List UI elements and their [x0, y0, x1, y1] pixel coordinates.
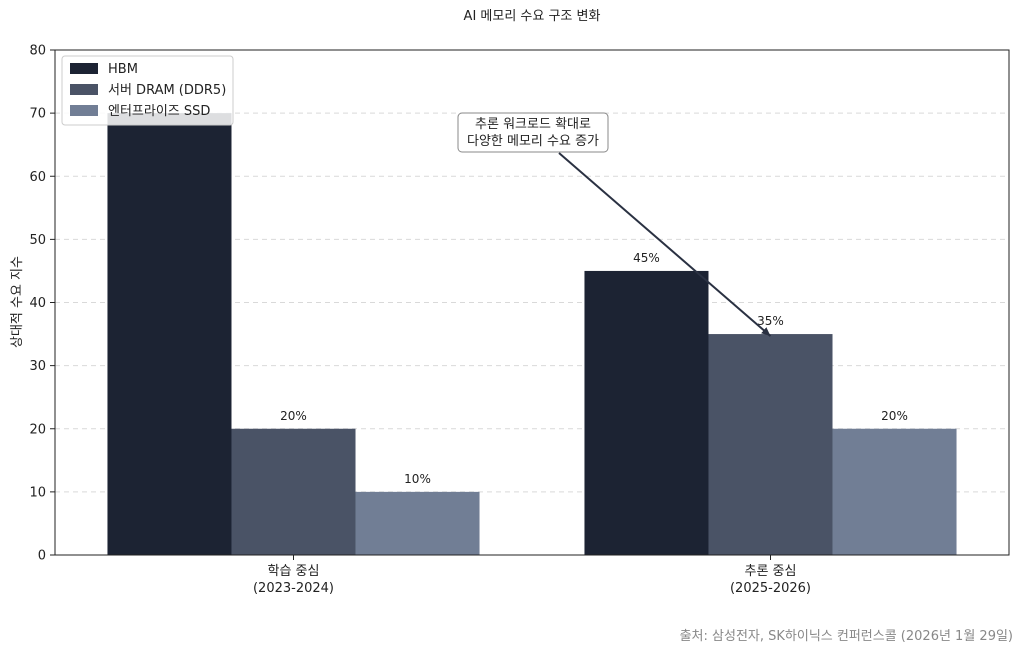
y-tick-label: 10: [29, 485, 46, 500]
source-note: 출처: 삼성전자, SK하이닉스 컨퍼런스콜 (2026년 1월 29일): [680, 629, 1013, 644]
y-tick-label: 0: [38, 549, 46, 564]
y-tick-label: 80: [29, 44, 46, 59]
legend-box: [61, 55, 234, 126]
bar-value-label: 20%: [881, 409, 908, 423]
bars: [107, 113, 957, 555]
bar: [231, 428, 356, 555]
x-tick-label: (2025-2026): [730, 581, 811, 596]
y-axis-label: 상대적 수요 지수: [10, 256, 25, 348]
bar-value-label: 45%: [633, 251, 660, 265]
bar-value-label: 10%: [404, 472, 431, 486]
legend-swatch: [70, 105, 98, 116]
y-tick-label: 40: [29, 296, 46, 311]
y-tick-label: 30: [29, 359, 46, 374]
annotation-box: [457, 112, 609, 153]
x-tick-label: 추론 중심: [745, 564, 797, 579]
annotation-arrow: [558, 152, 772, 337]
bar: [107, 113, 232, 555]
legend: HBM 서버 DRAM (DDR5) 엔터프라이즈 SSD: [61, 55, 234, 126]
bar: [584, 270, 709, 555]
y-tick-label: 20: [29, 422, 46, 437]
bar-labels: 20% 10% 45% 35% 20%: [280, 251, 908, 486]
legend-swatch: [70, 63, 98, 74]
bar: [355, 491, 480, 555]
bar-value-label: 20%: [280, 409, 307, 423]
annotation-text: 추론 워크로드 확대로: [475, 117, 591, 132]
y-tick-label: 70: [29, 107, 46, 122]
bar: [832, 428, 957, 555]
bar-value-label: 35%: [757, 314, 784, 328]
legend-swatch: [70, 84, 98, 95]
x-tick-label: 학습 중심: [268, 564, 320, 579]
bar: [708, 334, 833, 555]
legend-label: HBM: [108, 62, 138, 77]
y-tick-label: 60: [29, 170, 46, 185]
annotation-text: 다양한 메모리 수요 증가: [467, 134, 599, 149]
y-tick-label: 50: [29, 233, 46, 248]
x-tick-label: (2023-2024): [253, 581, 334, 596]
chart-title: AI 메모리 수요 구조 변화: [464, 9, 601, 24]
axes: 0 10 20 30 40 50 60 70 80 학습 중심 (2023-2024) 추론 중심 (2…: [29, 44, 1010, 596]
legend-label: 엔터프라이즈 SSD: [108, 104, 210, 119]
legend-label: 서버 DRAM (DDR5): [108, 83, 226, 98]
